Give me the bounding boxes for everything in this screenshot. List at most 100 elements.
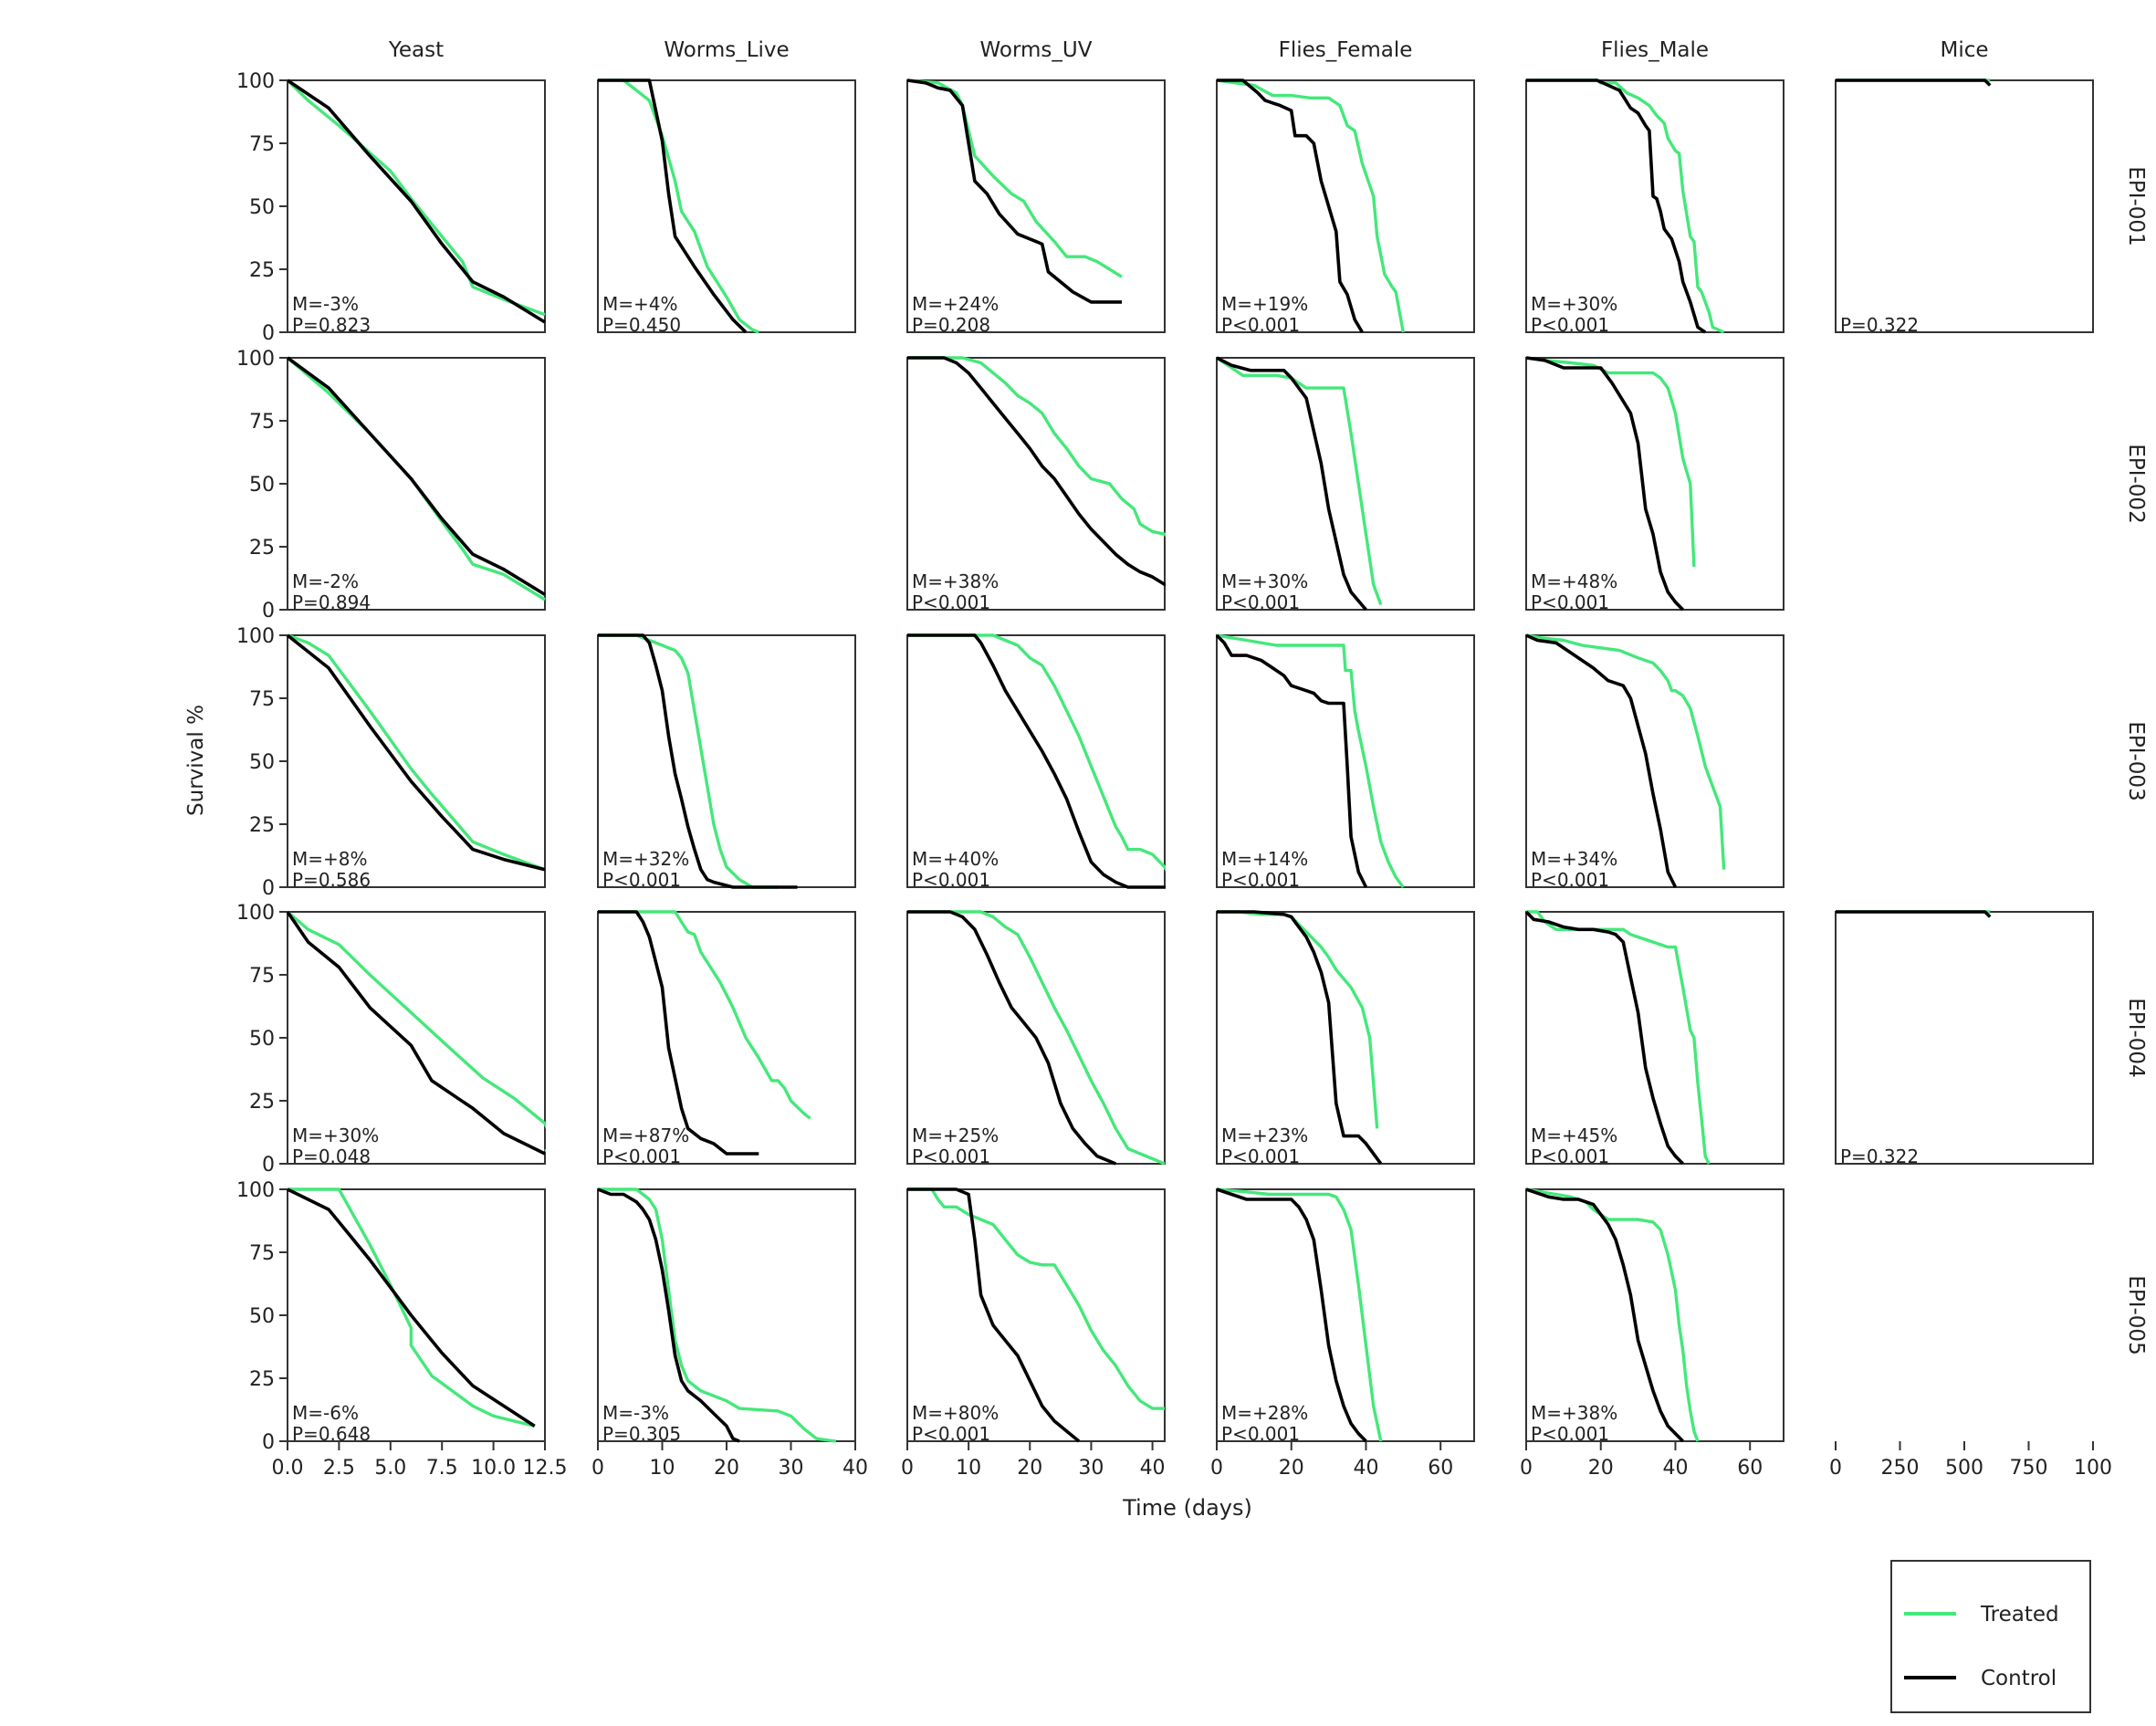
x-axis-label: Time (days) [1122,1495,1252,1521]
panel-frame [287,911,546,1165]
median-change-label: M=+48% [1531,570,1617,592]
y-tick-label: 50 [249,1305,275,1328]
control-series-line [1525,910,1684,1166]
control-series-line [907,910,1116,1166]
panel-1-0: M=-2%P=0.894 [287,356,546,613]
treated-series-line [907,356,1166,538]
median-change-label: M=+45% [1531,1125,1617,1146]
panel-frame [1525,357,1784,611]
column-titles: Yeast Worms_Live Worms_UV Flies_Female Flies… [388,38,1989,62]
control-series-line [1836,910,1992,918]
p-value-label: P=0.208 [912,314,990,336]
p-value-label: P=0.322 [1840,314,1919,336]
treated-series-line [907,633,1166,872]
control-series-line [1526,78,1707,334]
p-value-label: P<0.001 [1221,1145,1300,1167]
median-change-label: M=-3% [292,293,359,315]
column-title-1: Worms_Live [664,38,789,62]
median-change-label: M=+8% [292,848,368,870]
row-label-0: EPI-001 [2124,166,2148,246]
panel-frame [1525,634,1784,888]
y-tick-label: 50 [249,1028,275,1051]
x-axis-col-1: 0 10 20 30 40 [591,1441,868,1480]
x-tick-label: 60 [1737,1457,1763,1480]
p-value-label: P=0.305 [602,1423,681,1445]
x-tick-label: 10 [650,1457,675,1480]
column-title-5: Mice [1940,38,1988,62]
median-change-label: M=+87% [602,1125,689,1146]
p-value-label: P<0.001 [1531,591,1609,613]
column-title-2: Worms_UV [980,38,1093,62]
treated-series-line [598,1187,837,1443]
control-series-line [1216,1187,1367,1443]
x-tick-label: 0 [901,1457,914,1480]
panel-4-4: M=+38%P<0.001 [1525,1187,1784,1445]
panel-2-2: M=+40%P<0.001 [906,633,1166,891]
median-change-label: M=-6% [292,1402,359,1424]
treated-series-line [1216,1187,1383,1442]
treated-series-line [598,78,759,334]
panel-0-2: M=+24%P=0.208 [906,78,1166,336]
panel-frame [906,79,1166,333]
y-tick-label: 100 [236,348,275,371]
x-tick-label: 30 [1078,1457,1104,1480]
x-tick-label: 10 [956,1457,981,1480]
panel-3-4: M=+45%P<0.001 [1525,910,1784,1167]
y-tick-label: 100 [236,902,275,925]
control-series-line [1217,910,1383,1166]
treated-series-line [1216,78,1405,333]
panel-frame [906,357,1166,611]
panel-frame [287,1188,546,1442]
x-tick-label: 20 [1588,1457,1614,1480]
y-tick-label: 75 [249,411,275,434]
panel-4-1: M=-3%P=0.305 [597,1187,856,1445]
median-change-label: M=+19% [1221,293,1308,315]
panel-3-1: M=+87%P<0.001 [597,910,856,1167]
x-tick-label: 20 [1017,1457,1042,1480]
p-value-label: P=0.048 [292,1145,371,1167]
p-value-label: P<0.001 [1221,1423,1300,1445]
x-tick-label: 40 [843,1457,868,1480]
p-value-label: P=0.450 [602,314,681,336]
control-series-line [287,633,546,872]
panel-2-4: M=+34%P<0.001 [1525,633,1784,891]
control-series-line [287,356,546,596]
x-tick-label: 250 [1881,1457,1920,1480]
treated-series-line [1216,356,1383,606]
p-value-label: P<0.001 [912,869,990,891]
y-tick-label: 100 [236,625,275,648]
p-value-label: P=0.894 [292,591,371,613]
control-series-line [1525,356,1684,612]
control-series-line [1216,633,1368,888]
x-tick-label: 0 [591,1457,604,1480]
treated-series-line [598,633,779,889]
panel-frame [1525,79,1784,333]
control-series-line [907,1187,1081,1443]
y-tick-label: 50 [249,474,275,497]
legend-control-label: Control [1981,1667,2057,1690]
treated-series-line [906,78,1123,278]
p-value-label: P<0.001 [602,869,681,891]
treated-series-line [907,1187,1165,1410]
y-axis-row-0: 0 25 50 75 100 [236,70,288,345]
panel-frame [1835,911,2094,1165]
control-series-line [907,356,1166,587]
y-tick-label: 25 [249,814,275,837]
row-label-3: EPI-004 [2124,998,2148,1077]
treated-series-line [907,910,1166,1166]
x-tick-label: 2.5 [323,1457,355,1480]
x-tick-label: 0 [1829,1457,1842,1480]
panel-0-1: M=+4%P=0.450 [597,78,856,336]
panel-0-5: P=0.322 [1835,78,2094,336]
p-value-label: P<0.001 [1531,314,1609,336]
p-value-label: P<0.001 [1531,1423,1609,1445]
p-value-label: P<0.001 [1531,869,1609,891]
x-tick-label: 30 [779,1457,804,1480]
panel-frame [906,1188,1166,1442]
column-title-3: Flies_Female [1279,38,1413,62]
control-series-line [598,910,759,1156]
legend-treated-label: Treated [1980,1603,2059,1627]
x-axis-col-2: 0 10 20 30 40 [901,1441,1166,1480]
y-tick-label: 75 [249,133,275,156]
treated-series-line [1525,1187,1700,1442]
